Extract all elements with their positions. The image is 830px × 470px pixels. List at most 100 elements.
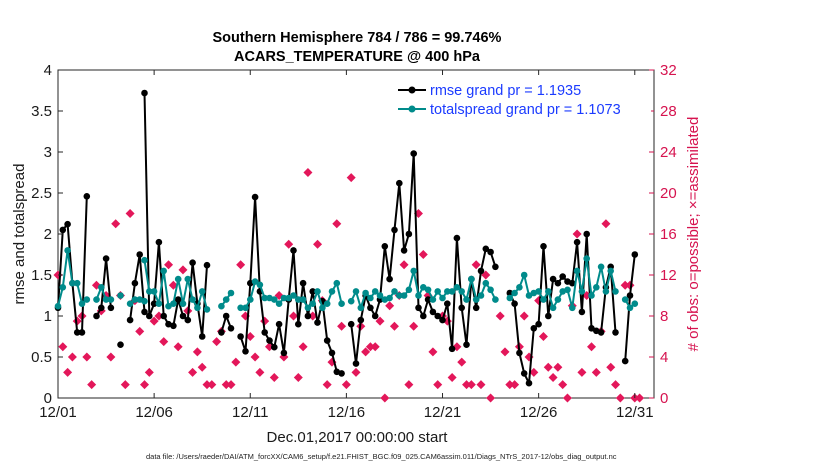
totalspread-point	[453, 284, 461, 291]
totalspread-point	[319, 304, 326, 312]
obs-possible-marker	[409, 321, 419, 331]
rmse-point	[516, 349, 523, 357]
totalspread-point	[170, 300, 177, 308]
rmse-point	[424, 296, 432, 303]
rmse-point	[463, 341, 470, 349]
totalspread-point	[328, 288, 336, 295]
rmse-point	[352, 360, 360, 367]
obs-possible-marker	[495, 311, 505, 321]
obs-possible-marker	[231, 357, 241, 367]
totalspread-point	[631, 300, 639, 308]
y-tick-label-right: 4	[660, 349, 668, 366]
y-tick-label-left: 3	[44, 144, 52, 161]
x-tick-label: 12/26	[520, 404, 558, 421]
legend-label-spread: totalspread grand pr = 1.1073	[430, 102, 621, 118]
totalspread-point	[165, 302, 172, 310]
obs-possible-marker	[428, 347, 438, 357]
y-tick-label-right: 28	[660, 103, 677, 120]
totalspread-point	[194, 304, 201, 312]
obs-possible-marker	[611, 380, 621, 390]
rmse-point	[155, 238, 163, 246]
rmse-point	[328, 349, 336, 357]
rmse-point	[391, 226, 398, 234]
totalspread-point	[520, 271, 528, 279]
rmse-point	[59, 226, 67, 234]
rmse-point	[400, 247, 408, 254]
obs-possible-marker	[385, 301, 395, 311]
totalspread-point	[463, 296, 470, 303]
rmse-point	[170, 322, 177, 330]
obs-possible-marker	[553, 362, 563, 372]
obs-possible-marker	[510, 380, 520, 390]
obs-possible-marker	[505, 380, 515, 390]
totalspread-point	[535, 288, 542, 295]
totalspread-point	[290, 292, 297, 299]
rmse-point	[131, 279, 139, 287]
totalspread-point	[492, 296, 499, 303]
obs-possible-marker	[250, 352, 260, 362]
obs-possible-marker	[82, 352, 92, 362]
totalspread-point	[396, 292, 403, 299]
y-tick-label-right: 20	[660, 185, 677, 202]
chart-title-line1: Southern Hemisphere 784 / 786 = 99.746%	[213, 30, 502, 46]
obs-possible-marker	[226, 380, 236, 390]
obs-possible-marker	[418, 250, 428, 259]
data-file-footnote: data file: /Users/raeder/DAI/ATM_forcXX/…	[146, 452, 617, 461]
obs-possible-marker	[144, 367, 154, 377]
rmse-point	[506, 289, 514, 297]
rmse-point	[347, 320, 355, 328]
rmse-point	[275, 320, 283, 328]
y-tick-label-right: 12	[660, 267, 677, 284]
totalspread-point	[376, 292, 384, 299]
rmse-point	[559, 273, 566, 280]
rmse-point	[631, 251, 639, 258]
totalspread-point	[256, 281, 264, 289]
rmse-point	[323, 337, 331, 344]
rmse-point	[415, 304, 422, 312]
rmse-point	[525, 379, 533, 387]
rmse-point	[434, 312, 442, 320]
rmse-point	[141, 89, 148, 97]
rmse-point	[299, 279, 307, 287]
obs-possible-marker	[140, 380, 150, 390]
totalspread-point	[506, 294, 514, 302]
totalspread-point	[309, 300, 317, 308]
totalspread-point	[78, 300, 86, 308]
legend-label-rmse: rmse grand pr = 1.1935	[430, 83, 581, 99]
rmse-point	[458, 304, 466, 312]
x-tick-label: 12/06	[135, 404, 173, 421]
rmse-point	[174, 296, 182, 303]
obs-possible-marker	[365, 342, 375, 352]
totalspread-point	[391, 288, 398, 295]
obs-possible-marker	[606, 362, 616, 372]
totalspread-point	[516, 284, 523, 291]
rmse-point	[150, 300, 158, 308]
rmse-point	[295, 320, 302, 328]
obs-possible-marker	[476, 380, 486, 390]
obs-possible-marker	[601, 219, 611, 229]
totalspread-point	[184, 275, 192, 283]
totalspread-point	[554, 296, 562, 303]
totalspread-point	[612, 288, 619, 295]
totalspread-point	[400, 292, 408, 299]
obs-possible-marker	[269, 373, 279, 382]
rmse-point	[371, 312, 379, 320]
obs-possible-marker	[620, 280, 630, 290]
totalspread-point	[621, 296, 629, 303]
y-tick-label-right: 24	[660, 144, 677, 161]
rmse-point	[251, 193, 259, 201]
totalspread-point	[367, 294, 374, 302]
totalspread-point	[352, 288, 360, 295]
obs-possible-marker	[111, 219, 121, 229]
obs-possible-marker	[635, 393, 645, 403]
totalspread-point	[607, 267, 614, 275]
y-tick-label-left: 3.5	[31, 103, 52, 120]
rmse-point	[338, 370, 345, 377]
y-tick-label-right: 0	[660, 390, 668, 407]
rmse-point	[477, 267, 485, 275]
totalspread-point	[323, 300, 331, 308]
totalspread-point	[410, 267, 418, 275]
obs-possible-marker	[548, 373, 558, 382]
rmse-point	[64, 220, 71, 228]
rmse-line-segment	[95, 257, 112, 317]
